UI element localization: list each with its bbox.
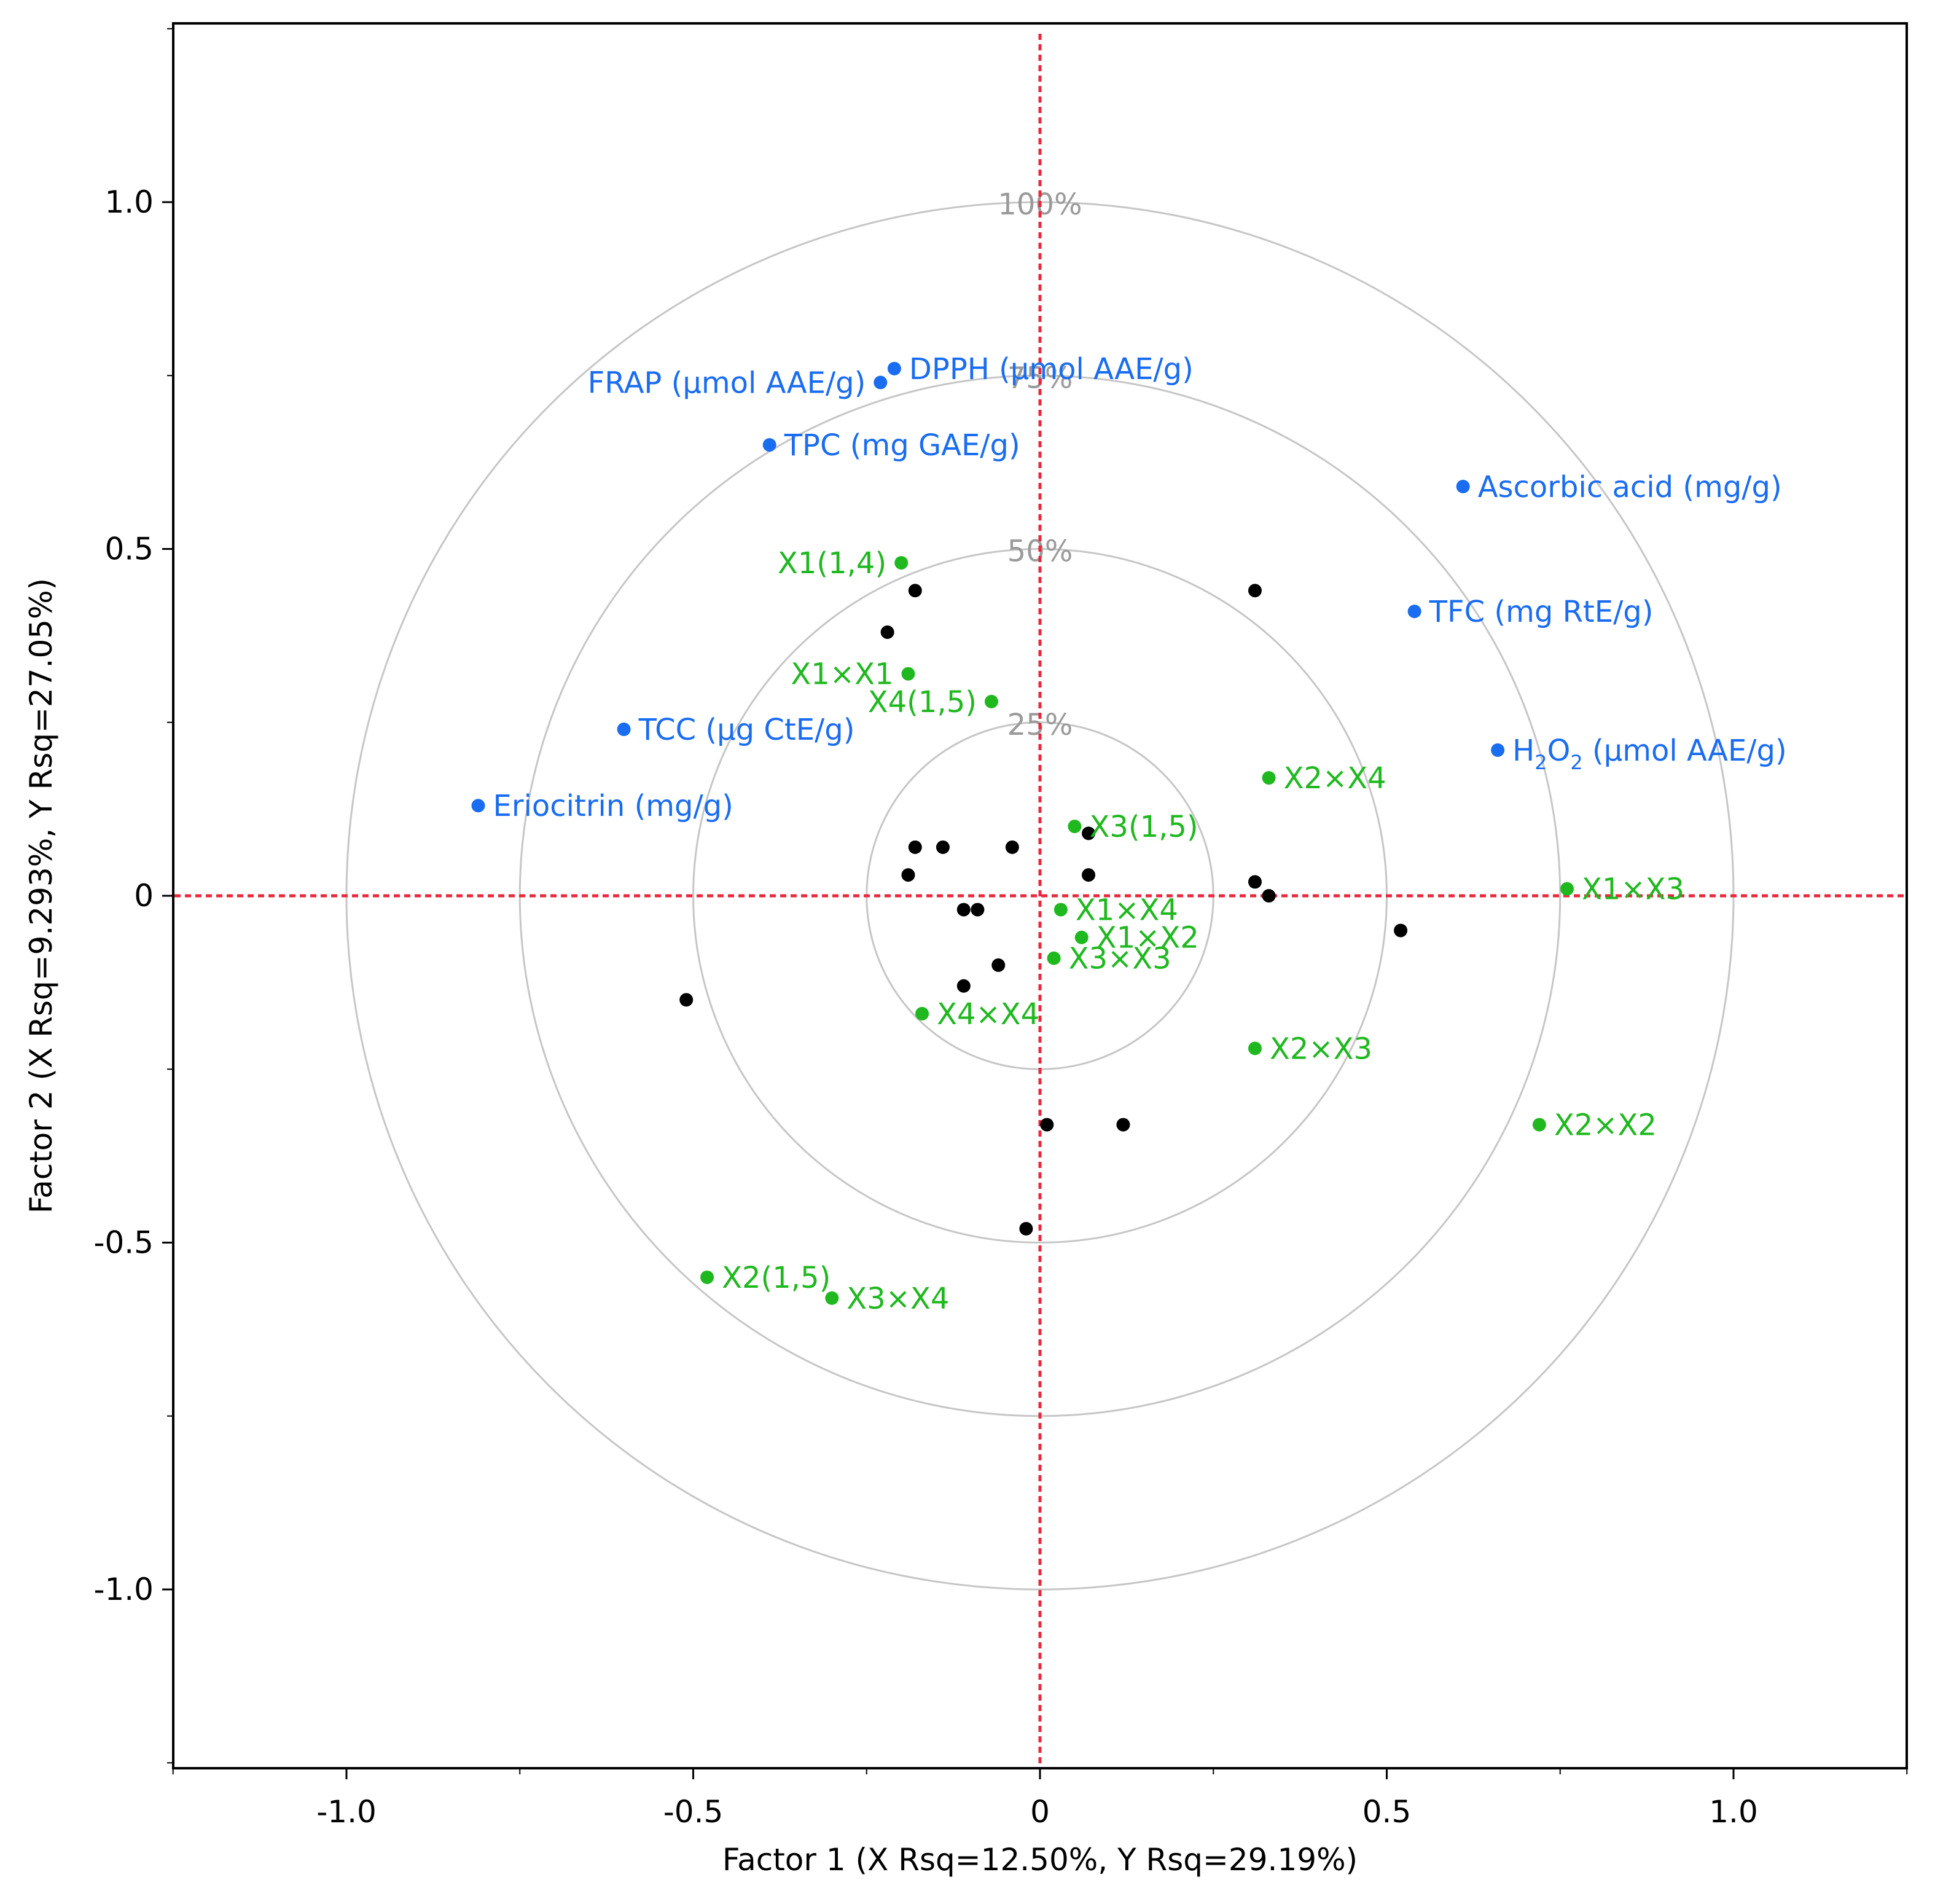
responses-label: Ascorbic acid (mg/g) xyxy=(1478,470,1782,504)
observations-point xyxy=(956,979,971,993)
observations-point xyxy=(1394,923,1408,938)
observations-point xyxy=(1262,889,1276,903)
terms-label: X3×X4 xyxy=(846,1282,949,1316)
observations-point xyxy=(971,903,985,917)
observations-point xyxy=(908,584,922,598)
y-tick-label: 1.0 xyxy=(104,184,154,220)
responses-point xyxy=(1407,605,1421,619)
terms-point xyxy=(1262,771,1276,785)
responses-label: DPPH (µmol AAE/g) xyxy=(909,352,1194,386)
x-tick-label: 1.0 xyxy=(1709,1794,1758,1830)
x-tick-label: 0.5 xyxy=(1362,1794,1412,1830)
terms-point xyxy=(901,667,915,681)
y-tick-label: 0.5 xyxy=(104,531,154,567)
terms-label: X1×X1 xyxy=(791,657,893,692)
terms-point xyxy=(1074,930,1089,944)
observations-point xyxy=(908,840,922,854)
terms-label: X2×X2 xyxy=(1554,1108,1657,1143)
observations-point xyxy=(1248,875,1262,889)
terms-label: X1×X3 xyxy=(1582,872,1684,907)
terms-point xyxy=(915,1006,929,1021)
terms-point xyxy=(1068,820,1082,834)
observations-point xyxy=(880,625,894,639)
terms-label: X3×X3 xyxy=(1069,942,1171,976)
terms-label: X2×X3 xyxy=(1270,1032,1372,1066)
responses-point xyxy=(471,799,485,813)
x-tick-label: -0.5 xyxy=(663,1794,724,1830)
y-tick-label: -0.5 xyxy=(93,1225,154,1261)
responses-point xyxy=(617,723,631,737)
observations-point xyxy=(901,868,915,882)
observations-point xyxy=(1082,868,1096,882)
responses-point xyxy=(762,438,776,452)
axis-ticks: -1.0 -0.5 0 0.5 1.0 1.0 0.5 0 -0.5 -1.0 xyxy=(93,28,1908,1830)
y-axis-title: Factor 2 (X Rsq=9.293%, Y Rsq=27.05%) xyxy=(23,578,59,1213)
x-tick-label: 0 xyxy=(1030,1794,1050,1830)
terms-label: X2×X4 xyxy=(1284,761,1386,796)
observations-point xyxy=(1019,1221,1033,1236)
observations-point xyxy=(1248,584,1262,598)
terms-point xyxy=(1047,951,1061,965)
responses-point xyxy=(887,361,901,375)
terms-label: X4(1,5) xyxy=(868,685,977,719)
observations-point xyxy=(1082,826,1096,840)
terms-point xyxy=(1532,1118,1546,1132)
observations-point xyxy=(956,903,971,917)
responses-label: TPC (mg GAE/g) xyxy=(784,428,1020,463)
responses-label: FRAP (µmol AAE/g) xyxy=(588,366,866,401)
responses-point xyxy=(1456,479,1470,493)
terms-label: X2(1,5) xyxy=(722,1261,831,1295)
observations-point xyxy=(1116,1118,1130,1132)
terms-point xyxy=(984,694,998,708)
terms-point xyxy=(825,1291,839,1305)
observations-point xyxy=(936,840,950,854)
terms-label: X1(1,4) xyxy=(778,546,886,581)
terms-point xyxy=(700,1270,714,1284)
responses-point xyxy=(1491,743,1505,757)
x-tick-label: -1.0 xyxy=(316,1794,377,1830)
responses-label: TFC (mg RtE/g) xyxy=(1429,595,1654,629)
reference-lines xyxy=(174,34,1906,1767)
observations-point xyxy=(991,958,1006,972)
x-axis-title: Factor 1 (X Rsq=12.50%, Y Rsq=29.19%) xyxy=(722,1842,1358,1878)
terms-label: X1×X4 xyxy=(1076,893,1178,928)
observations-point xyxy=(1040,1118,1054,1132)
terms-point xyxy=(1054,903,1068,917)
responses-label: Eriocitrin (mg/g) xyxy=(493,789,733,823)
point-labels: DPPH (µmol AAE/g) FRAP (µmol AAE/g) TPC (m… xyxy=(493,352,1787,1316)
plot-frame xyxy=(172,22,1908,1769)
y-tick-label: 0 xyxy=(134,878,154,914)
observations-point xyxy=(679,993,694,1007)
responses-point xyxy=(874,375,888,390)
terms-point xyxy=(894,556,909,570)
data-points xyxy=(471,361,1574,1305)
observations-point xyxy=(1005,840,1019,854)
responses-label: TCC (µg CtE/g) xyxy=(638,713,855,747)
responses-label: H2O2 (µmol AAE/g) xyxy=(1512,734,1787,774)
terms-label: X3(1,5) xyxy=(1089,810,1198,844)
y-tick-label: -1.0 xyxy=(93,1572,154,1607)
terms-label: X4×X4 xyxy=(937,997,1039,1032)
terms-point xyxy=(1248,1041,1262,1056)
terms-point xyxy=(1560,882,1574,896)
terms-label: X1×X2 xyxy=(1096,921,1199,955)
